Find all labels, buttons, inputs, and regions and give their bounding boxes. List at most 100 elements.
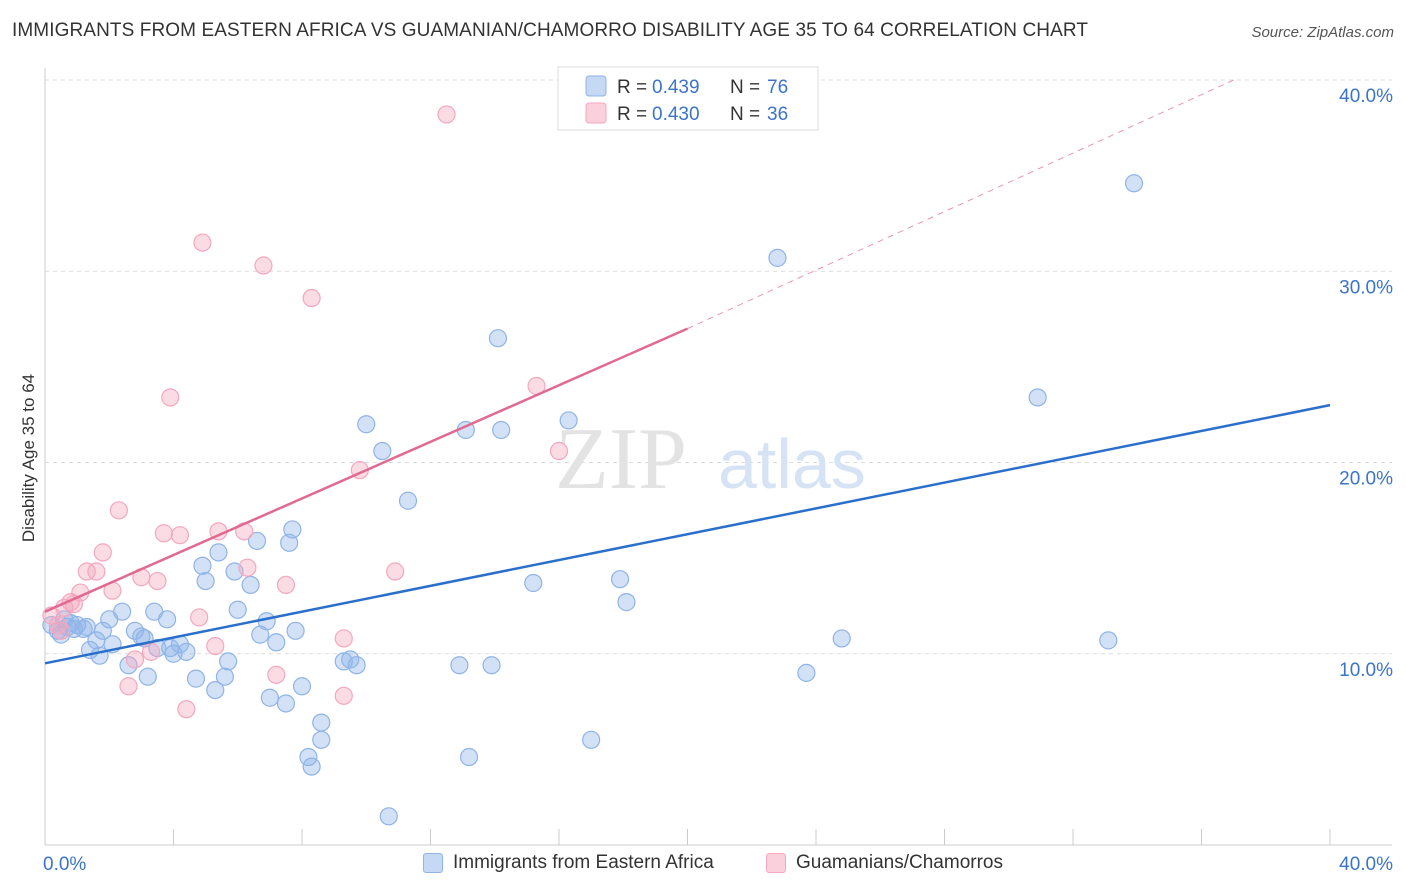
point-pink-37 — [549, 441, 569, 461]
point-blue-30 — [193, 556, 212, 575]
point-pink-19 — [170, 526, 190, 545]
point-blue-72 — [797, 663, 816, 682]
point-blue-39 — [247, 531, 267, 551]
point-pink-13 — [125, 650, 145, 669]
point-blue-37 — [228, 600, 247, 619]
trend-lines — [44, 79, 1331, 665]
legend-label-eastern-africa: Immigrants from Eastern Africa — [453, 852, 714, 873]
y-tick-label-20: 20.0% — [1339, 469, 1393, 490]
point-pink-23 — [206, 636, 225, 656]
chart-title: IMMIGRANTS FROM EASTERN AFRICA VS GUAMAN… — [12, 20, 1089, 41]
point-blue-47 — [286, 621, 305, 640]
point-blue-55 — [347, 656, 366, 675]
point-blue-71 — [768, 248, 787, 267]
point-blue-74 — [1028, 388, 1047, 407]
point-blue-8 — [74, 619, 93, 638]
legend-swatch-pink — [766, 853, 786, 873]
legend-item-guamanian: Guamanians/Chamorros — [766, 852, 1003, 874]
legend-bottom: Immigrants from Eastern Africa Guamanian… — [0, 852, 1406, 878]
point-blue-64 — [488, 329, 508, 348]
point-blue-34 — [215, 667, 234, 686]
point-blue-44 — [276, 694, 296, 713]
point-pink-27 — [254, 256, 273, 275]
legend-inset-swatch-pink — [585, 102, 607, 124]
legend-inset-r-label-blue: R = — [617, 77, 647, 98]
point-pink-11 — [109, 501, 128, 520]
point-blue-28 — [177, 642, 196, 661]
point-pink-7 — [77, 562, 96, 581]
point-blue-42 — [260, 688, 279, 707]
watermark-atlas: atlas — [718, 425, 866, 503]
point-pink-26 — [238, 558, 257, 577]
point-pink-9 — [93, 543, 112, 562]
legend-swatch-blue — [423, 853, 443, 873]
point-pink-31 — [334, 629, 353, 648]
chart-source: Source: ZipAtlas.com — [1251, 24, 1394, 41]
point-blue-70 — [617, 593, 636, 612]
point-blue-21 — [138, 667, 157, 686]
point-blue-59 — [398, 491, 418, 510]
watermark-zip: ZIP — [555, 411, 687, 508]
point-pink-8 — [87, 562, 106, 581]
point-blue-76 — [1124, 174, 1144, 193]
point-pink-20 — [177, 700, 196, 719]
point-blue-46 — [283, 520, 302, 539]
point-blue-56 — [357, 415, 376, 434]
point-blue-57 — [373, 441, 392, 461]
point-blue-48 — [292, 677, 312, 696]
point-blue-51 — [312, 713, 331, 732]
series-guamanian-points — [42, 105, 569, 719]
point-blue-58 — [379, 807, 398, 826]
y-axis-label: Disability Age 35 to 64 — [19, 374, 38, 542]
point-pink-22 — [193, 233, 212, 252]
point-blue-33 — [209, 543, 228, 562]
legend-inset-swatch-blue — [585, 75, 607, 97]
point-blue-43 — [267, 633, 286, 652]
series-eastern-africa-points — [42, 174, 1144, 826]
point-blue-73 — [832, 629, 851, 648]
point-blue-49 — [299, 747, 318, 767]
legend-inset-r-value-pink: 0.430 — [652, 104, 700, 125]
point-pink-15 — [141, 642, 161, 661]
legend-inset-n-value-pink: 36 — [767, 104, 788, 125]
point-pink-28 — [267, 665, 286, 684]
point-pink-2 — [51, 621, 71, 640]
x-tick-label-max: 40.0% — [1339, 854, 1393, 875]
y-tick-label-30: 30.0% — [1339, 277, 1393, 298]
point-pink-12 — [119, 677, 138, 696]
point-pink-29 — [276, 575, 296, 595]
point-blue-29 — [186, 669, 206, 688]
point-blue-24 — [157, 610, 177, 629]
legend-inset-r-value-blue: 0.439 — [652, 77, 700, 98]
point-pink-18 — [161, 388, 180, 407]
y-tick-label-10: 10.0% — [1339, 660, 1393, 681]
point-pink-1 — [48, 615, 67, 635]
point-blue-67 — [559, 411, 578, 430]
point-blue-16 — [112, 602, 132, 621]
y-tick-label-40: 40.0% — [1339, 86, 1393, 107]
legend-inset-r-label-pink: R = — [617, 104, 647, 125]
point-blue-32 — [206, 680, 225, 700]
point-blue-45 — [280, 533, 299, 552]
watermark: ZIP atlas — [555, 411, 866, 508]
point-pink-17 — [154, 524, 173, 543]
tick-labels: 10.0% 20.0% 30.0% 40.0% 0.0% 40.0% — [43, 86, 1393, 875]
point-blue-38 — [241, 575, 260, 595]
trend-line-pink — [44, 327, 689, 613]
point-pink-32 — [334, 686, 353, 705]
legend-inset: R = 0.439 N = 76 R = 0.430 N = 36 — [557, 66, 819, 131]
legend-inset-n-value-blue: 76 — [767, 77, 788, 98]
point-pink-35 — [437, 105, 456, 124]
point-blue-60 — [450, 656, 469, 675]
axes — [44, 68, 1392, 846]
point-blue-31 — [196, 571, 215, 591]
point-blue-62 — [459, 747, 479, 767]
point-blue-35 — [219, 652, 238, 671]
point-blue-75 — [1099, 631, 1118, 650]
point-blue-52 — [312, 730, 331, 749]
point-pink-30 — [302, 288, 321, 308]
x-tick-label-min: 0.0% — [43, 854, 86, 875]
point-pink-21 — [190, 608, 209, 627]
point-pink-34 — [386, 562, 405, 581]
